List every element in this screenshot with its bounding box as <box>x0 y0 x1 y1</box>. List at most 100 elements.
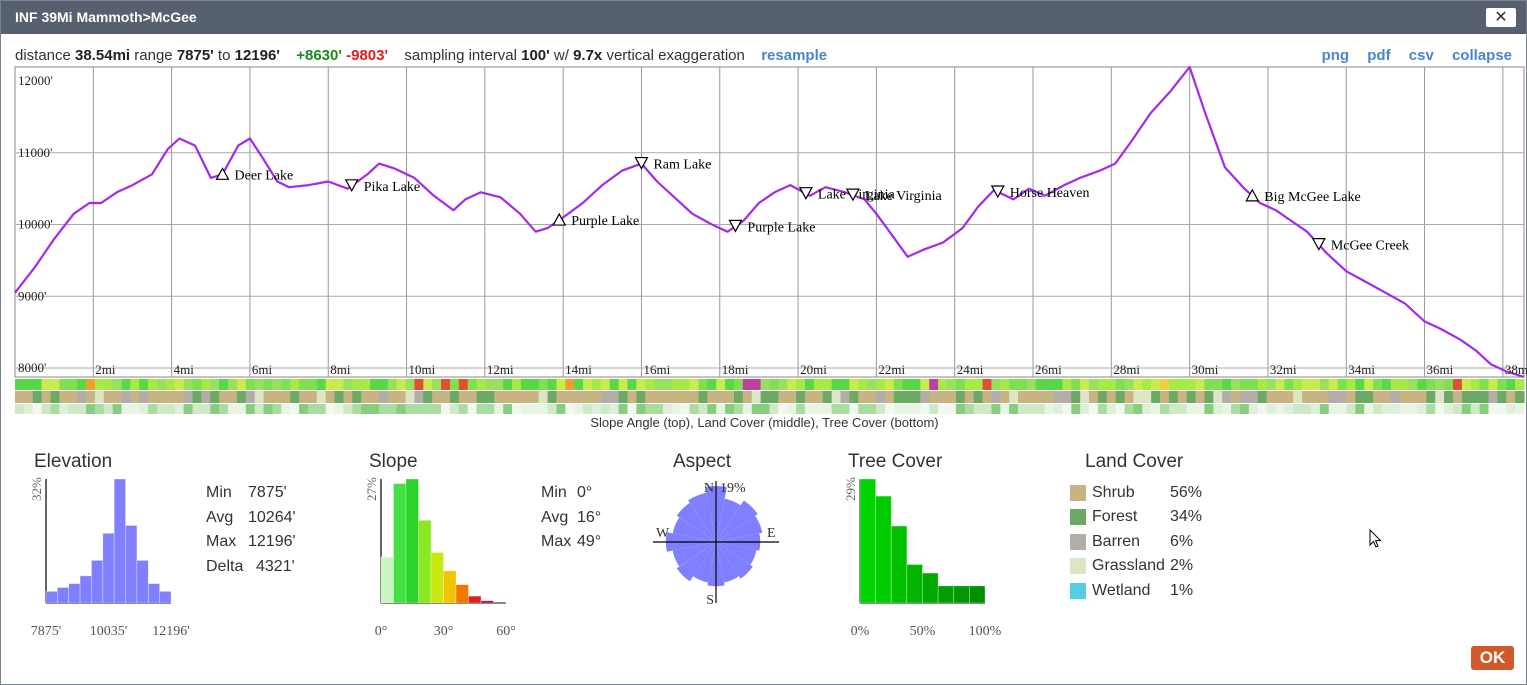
tree-cover-strip-cell <box>1142 404 1152 414</box>
land-cover-strip-cell <box>1293 391 1303 403</box>
tree-cover-strip-cell <box>813 404 824 414</box>
tree-cover-strip-cell <box>165 404 176 414</box>
land-cover-strip-cell <box>698 391 708 403</box>
tree-cover-strip-cell <box>290 404 300 414</box>
tree-cover-strip-cell <box>1097 404 1108 414</box>
slope-strip-cell <box>1506 379 1516 390</box>
land-cover-strip-cell <box>192 391 203 403</box>
land-cover-strip-cell <box>68 391 78 403</box>
land-cover-strip-cell <box>787 391 797 403</box>
slope-strip-cell <box>219 379 229 390</box>
x-tick-label: 20mi <box>800 362 827 377</box>
slope-strip-cell <box>1417 379 1427 390</box>
aspect-north-label: N <box>704 481 714 496</box>
slope-strip-cell <box>520 379 531 390</box>
land-cover-strip-cell <box>1213 391 1223 403</box>
waypoint-marker <box>1311 238 1326 251</box>
elevation-profile-chart[interactable]: Deer Lake Pika Lake Purple Lake Ram Lake Pur… <box>1 61 1527 421</box>
land-cover-strip-cell <box>263 391 274 403</box>
tree-cover-strip-cell <box>228 404 238 414</box>
land-cover-strip-cell <box>370 391 380 403</box>
slope-strip-cell <box>831 379 842 390</box>
tree-cover-strip-cell <box>1080 404 1090 414</box>
resample-link[interactable]: resample <box>761 47 828 64</box>
tree-cover-strip-cell <box>1257 404 1268 414</box>
range-label: range <box>134 47 173 64</box>
land-cover-strip-cell <box>449 391 460 403</box>
slope-strip-cell <box>858 379 868 390</box>
tree-cover-strip-cell <box>1275 404 1285 414</box>
strips-caption: Slope Angle (top), Land Cover (middle), … <box>590 415 939 430</box>
slope-strip-cell <box>1124 379 1135 390</box>
tree-cover-strip-cell <box>254 404 265 414</box>
waypoint-marker <box>1245 188 1260 202</box>
tree-cover-strip-cell <box>1337 404 1348 414</box>
slope-strip-cell <box>441 379 451 390</box>
tree-cover-strip-cell <box>1177 404 1188 414</box>
pdf-link[interactable]: pdf <box>1367 47 1391 64</box>
land-cover-strip-cell <box>1479 391 1490 403</box>
slope-strip-cell <box>378 379 389 390</box>
tree-cover-strip-cell <box>920 404 930 414</box>
land-cover-strip-cell <box>1506 391 1516 403</box>
tree-cover-strip-cell <box>1124 404 1135 414</box>
tree-cover-strip-cell <box>645 404 655 414</box>
land-cover-strip-cell <box>1062 391 1072 403</box>
tree-cover-strip-cell <box>59 404 69 414</box>
slope-strip-cell <box>1284 379 1294 390</box>
land-cover-strip-cell <box>1115 391 1126 403</box>
land-cover-strip-cell <box>405 391 416 403</box>
tree-cover-strip-cell <box>1302 404 1312 414</box>
land-cover-strip-cell <box>583 391 593 403</box>
png-link[interactable]: png <box>1321 47 1350 64</box>
waypoint-marker <box>990 185 1005 199</box>
plot-area <box>14 66 1525 378</box>
land-cover-strip-cell <box>387 391 398 403</box>
tree-cover-strip-cell <box>432 404 442 414</box>
slope-hist-bar <box>443 570 457 604</box>
land-cover-strip-cell <box>121 391 131 403</box>
grassland-swatch <box>1070 558 1086 574</box>
elevation-loss: -9803' <box>346 47 389 64</box>
collapse-link[interactable]: collapse <box>1451 47 1512 64</box>
tree-cover-strip-cell <box>716 404 726 414</box>
elev-max-value: 12196' <box>248 533 296 550</box>
slope-strip-cell <box>23 379 34 390</box>
land-cover-strip-cell <box>884 391 895 403</box>
land-cover-strip-cell <box>618 391 629 403</box>
tree-cover-strip-cell <box>94 404 105 414</box>
slope-strip-cell <box>1266 379 1277 390</box>
slope-avg-value: 16° <box>577 508 602 526</box>
tree-cover-strip-cell <box>192 404 203 414</box>
close-button[interactable]: ✕ <box>1486 8 1516 27</box>
elev-avg-value: 10264' <box>248 508 296 526</box>
elev-min-value: 7875' <box>248 484 287 501</box>
tree-cover-strip-cell <box>1106 404 1117 414</box>
tree-cover-strip-cell <box>769 404 779 414</box>
land-cover-strip-cell <box>876 391 886 403</box>
land-cover-strip-cell <box>59 391 69 403</box>
tree-cover-strip-cell <box>1399 404 1410 414</box>
tree-cover-strip-cell <box>636 404 646 414</box>
tree-cover-strip-cell <box>316 404 327 414</box>
land-cover-strip-cell <box>272 391 282 403</box>
slope-strip-cell <box>112 379 123 390</box>
tree-cover-strip-cell <box>1435 404 1445 414</box>
csv-link[interactable]: csv <box>1408 47 1434 64</box>
x-tick-label: 30mi <box>1192 362 1219 377</box>
land-cover-strip-cell <box>1195 391 1206 403</box>
land-cover-strip-cell <box>751 391 762 403</box>
tree-cover-strip-cell <box>574 404 584 414</box>
ok-button[interactable]: OK <box>1471 646 1514 670</box>
tree-cover-strip-cell <box>441 404 451 414</box>
slope-strip-cell <box>157 379 167 390</box>
waypoint-label: Lake Virginia <box>818 188 896 203</box>
with-label: w/ <box>553 47 569 64</box>
slope-hist-bar <box>380 556 394 604</box>
tree-cover-strip-cell <box>538 404 549 414</box>
elevation-hist-bar <box>79 575 92 604</box>
land-cover-strip-cell <box>352 391 362 403</box>
slope-strip-cell <box>1222 379 1232 390</box>
aspect-petal <box>716 498 741 542</box>
slope-strip-cell <box>290 379 300 390</box>
